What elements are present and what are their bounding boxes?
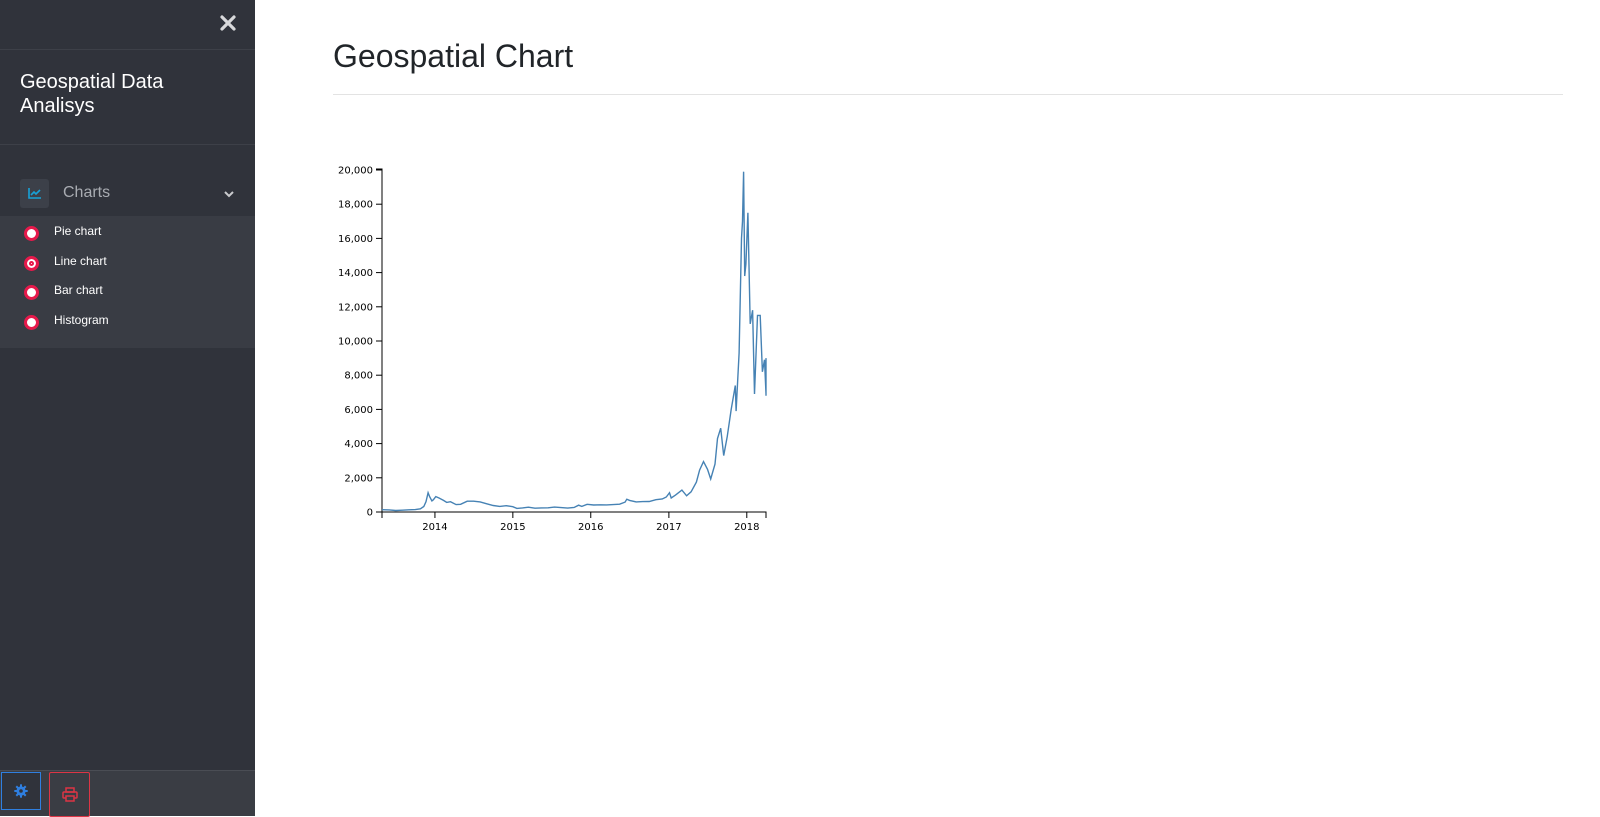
radio-icon[interactable] (24, 226, 39, 241)
y-tick-label: 18,000 (338, 200, 373, 211)
y-tick-label: 0 (367, 508, 373, 519)
y-tick-label: 4,000 (344, 439, 373, 450)
radio-icon[interactable] (24, 314, 39, 330)
x-axis: 2014 2015 2016 2017 2018 (381, 511, 767, 533)
submenu-item-pie-chart[interactable]: Pie chart (0, 220, 255, 250)
line-chart-icon (20, 178, 49, 208)
radio-selected-icon[interactable] (24, 255, 39, 271)
x-tick-label: 2018 (734, 522, 759, 533)
line-chart: 0 2,000 4,000 6,000 8,000 10,000 12,000 14,000 1… (333, 155, 793, 540)
y-tick-label: 12,000 (338, 302, 373, 313)
close-icon[interactable] (218, 13, 238, 33)
sidebar-top-bar (0, 0, 255, 50)
nav-group-charts: Charts Pie chart Line chart Bar chart (0, 170, 255, 348)
y-axis: 0 2,000 4,000 6,000 8,000 10,000 12,000 14,000 1… (338, 166, 383, 519)
brand-title: Geospatial Data Analisys (20, 71, 164, 117)
brand: Geospatial Data Analisys (0, 50, 255, 145)
y-tick-label: 2,000 (344, 473, 373, 484)
submenu-item-histogram[interactable]: Histogram (0, 309, 255, 339)
y-tick-label: 10,000 (338, 337, 373, 348)
y-tick-label: 6,000 (344, 405, 373, 416)
settings-button[interactable] (1, 772, 41, 810)
print-button[interactable] (49, 772, 90, 817)
y-tick-label: 16,000 (338, 234, 373, 245)
chart-svg: 0 2,000 4,000 6,000 8,000 10,000 12,000 14,000 1… (338, 166, 767, 533)
submenu-item-label: Line chart (54, 253, 107, 268)
printer-icon (61, 787, 78, 802)
nav-group-label: Charts (63, 184, 111, 201)
nav-group-charts-toggle[interactable]: Charts (0, 170, 255, 216)
sidebar: Geospatial Data Analisys Charts Pie char… (0, 0, 255, 817)
y-tick-label: 14,000 (338, 268, 373, 279)
x-axis-line (381, 511, 767, 518)
series-line (381, 171, 767, 512)
page-title: Geospatial Chart (333, 38, 574, 74)
submenu-item-label: Bar chart (54, 283, 103, 297)
charts-submenu: Pie chart Line chart Bar chart Histogram (0, 216, 255, 348)
sidebar-footer (0, 770, 255, 817)
submenu-item-bar-chart[interactable]: Bar chart (0, 279, 255, 309)
gear-icon (14, 784, 28, 798)
submenu-item-label: Pie chart (54, 224, 102, 238)
submenu-item-line-chart[interactable]: Line chart (0, 250, 255, 280)
title-divider (333, 94, 1563, 95)
y-tick-label: 8,000 (344, 371, 373, 382)
radio-icon[interactable] (24, 285, 39, 300)
main-content: Geospatial Chart 0 2,000 4,000 6,000 8,000 10… (255, 0, 1600, 816)
submenu-item-label: Histogram (54, 312, 109, 327)
x-tick-label: 2014 (422, 522, 447, 533)
x-tick-label: 2017 (656, 522, 681, 533)
x-tick-label: 2015 (500, 522, 525, 533)
chevron-down-icon (223, 187, 235, 199)
x-tick-label: 2016 (578, 522, 603, 533)
y-tick-label: 20,000 (338, 166, 373, 177)
